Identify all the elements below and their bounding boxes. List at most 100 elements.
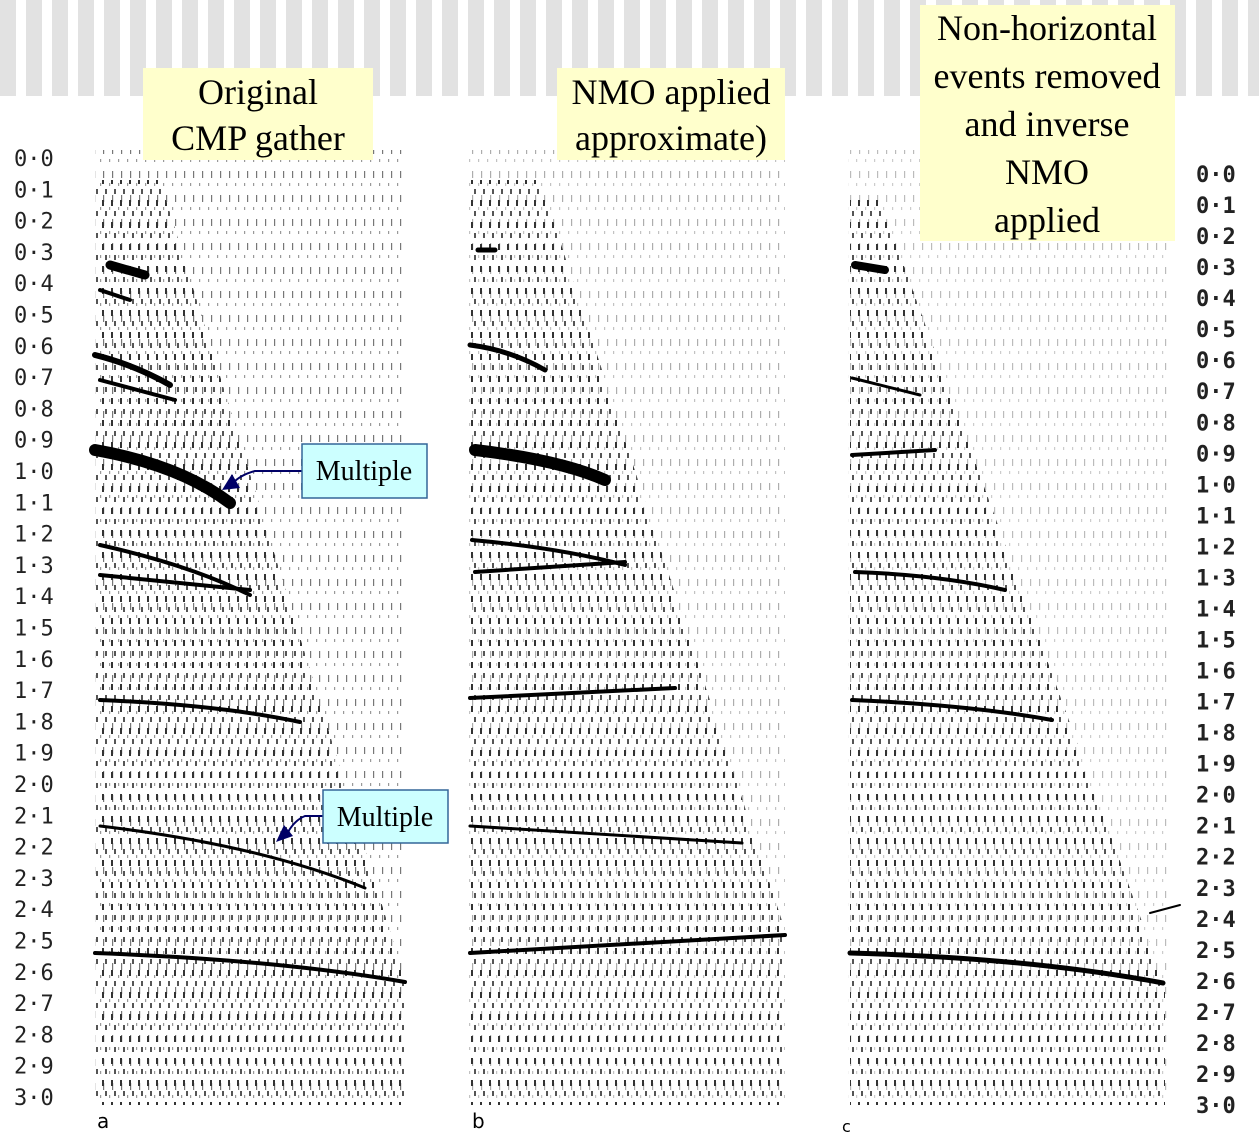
right-axis-label: 2·0: [1196, 784, 1236, 809]
title-line: CMP gather: [171, 118, 345, 158]
left-axis-label: 2·3: [14, 867, 54, 892]
event: [89, 444, 236, 509]
left-axis-label: 2·7: [14, 992, 54, 1017]
event: [98, 698, 302, 724]
right-axis-label: 2·2: [1196, 846, 1236, 871]
title-line: Original: [198, 72, 318, 112]
left-axis-label: 1·6: [14, 648, 54, 673]
left-axis-label: 1·2: [14, 523, 54, 548]
right-axis-label: 0·3: [1196, 256, 1236, 281]
right-axis-label: 1·8: [1196, 722, 1236, 747]
right-axis-label: 0·0: [1196, 163, 1236, 188]
left-axis-label: 1·0: [14, 460, 54, 485]
right-axis-label: 2·4: [1196, 908, 1236, 933]
right-axis-label: 1·0: [1196, 473, 1236, 498]
right-axis-label: 2·8: [1196, 1032, 1236, 1057]
event: [469, 444, 611, 486]
title-box: Original CMP gather: [143, 68, 373, 160]
right-axis-label: 0·8: [1196, 411, 1236, 436]
panel-letter: c: [842, 1117, 851, 1134]
right-axis-label: 3·0: [1196, 1094, 1236, 1119]
left-axis-label: 2·8: [14, 1023, 54, 1048]
callout: Multiple: [276, 789, 449, 844]
left-axis-label: 3·0: [14, 1086, 54, 1111]
left-axis-label: 1·5: [14, 617, 54, 642]
left-axis-label: 1·4: [14, 585, 54, 610]
event: [847, 950, 1166, 986]
right-axis-label: 1·1: [1196, 504, 1236, 529]
left-axis-label: 0·0: [14, 147, 54, 172]
callout-box: [322, 789, 449, 844]
right-axis-label: 0·5: [1196, 318, 1236, 343]
callout-arrow: [287, 815, 323, 833]
left-axis-label: 2·1: [14, 804, 54, 829]
event: [98, 378, 177, 402]
event: [92, 352, 173, 388]
event: [105, 260, 150, 280]
panel-letter: a: [97, 1109, 109, 1133]
panel-letter: b: [472, 1109, 485, 1133]
event: [98, 573, 252, 592]
title-box: Non-horizontal events removed and invers…: [920, 5, 1175, 241]
event: [468, 824, 744, 845]
right-axis-label: 2·9: [1196, 1063, 1236, 1088]
right-axis-label: 2·7: [1196, 1001, 1236, 1026]
title-box-bg: [557, 68, 785, 160]
seismic-panels: [89, 150, 1181, 1105]
event: [850, 448, 937, 457]
left-axis-label: 0·2: [14, 210, 54, 235]
right-axis-label: 2·6: [1196, 970, 1236, 995]
title-line: Non-horizontal: [937, 8, 1157, 48]
event: [468, 933, 787, 955]
title-box-bg: [920, 5, 1175, 241]
event: [98, 288, 132, 302]
right-axis-label: 0·4: [1196, 287, 1236, 312]
left-axis-label: 0·3: [14, 241, 54, 266]
left-axis-label: 0·1: [14, 178, 54, 203]
event: [850, 698, 1054, 722]
right-axis-label: 1·5: [1196, 629, 1236, 654]
left-axis-label: 1·1: [14, 491, 54, 516]
left-axis-label: 0·5: [14, 304, 54, 329]
left-axis-label: 0·6: [14, 335, 54, 360]
right-axis-label: 2·3: [1196, 877, 1236, 902]
callout-text: Multiple: [316, 456, 412, 487]
event: [850, 376, 922, 397]
event: [93, 951, 407, 984]
arrow-head: [276, 825, 293, 842]
right-axis-label: 0·6: [1196, 349, 1236, 374]
left-axis-label: 1·3: [14, 554, 54, 579]
event: [473, 560, 627, 574]
right-axis-label: 1·2: [1196, 535, 1236, 560]
trace-area: [468, 180, 785, 1105]
left-axis-label: 2·6: [14, 961, 54, 986]
right-axis-label: 2·1: [1196, 815, 1236, 840]
title-line: NMO: [1005, 152, 1089, 192]
left-axis-label: 2·9: [14, 1055, 54, 1080]
right-axis-label: 0·9: [1196, 442, 1236, 467]
left-axis-label: 1·8: [14, 710, 54, 735]
event: [851, 261, 889, 274]
trace-area: [850, 200, 1165, 1105]
left-axis-label: 1·7: [14, 679, 54, 704]
left-axis-label: 2·0: [14, 773, 54, 798]
right-axis-label: 1·6: [1196, 660, 1236, 685]
title-box: NMO applied approximate): [557, 68, 785, 160]
right-axis-label: 1·4: [1196, 597, 1236, 622]
callout-text: Multiple: [337, 802, 433, 833]
title-line: approximate): [575, 118, 767, 158]
right-axis-label: 0·1: [1196, 194, 1236, 219]
title-box-bg: [143, 68, 373, 160]
right-axis-label: 1·9: [1196, 753, 1236, 778]
right-axis-label: 1·7: [1196, 691, 1236, 716]
right-axis-label: 1·3: [1196, 566, 1236, 591]
left-axis-label: 2·4: [14, 898, 54, 923]
arrow-head: [222, 474, 240, 490]
right-axis-label: 0·7: [1196, 380, 1236, 405]
right-axis-label: 2·5: [1196, 939, 1236, 964]
event: [467, 342, 548, 373]
title-line: applied: [994, 200, 1100, 240]
event: [853, 570, 1007, 592]
event: [98, 824, 367, 890]
